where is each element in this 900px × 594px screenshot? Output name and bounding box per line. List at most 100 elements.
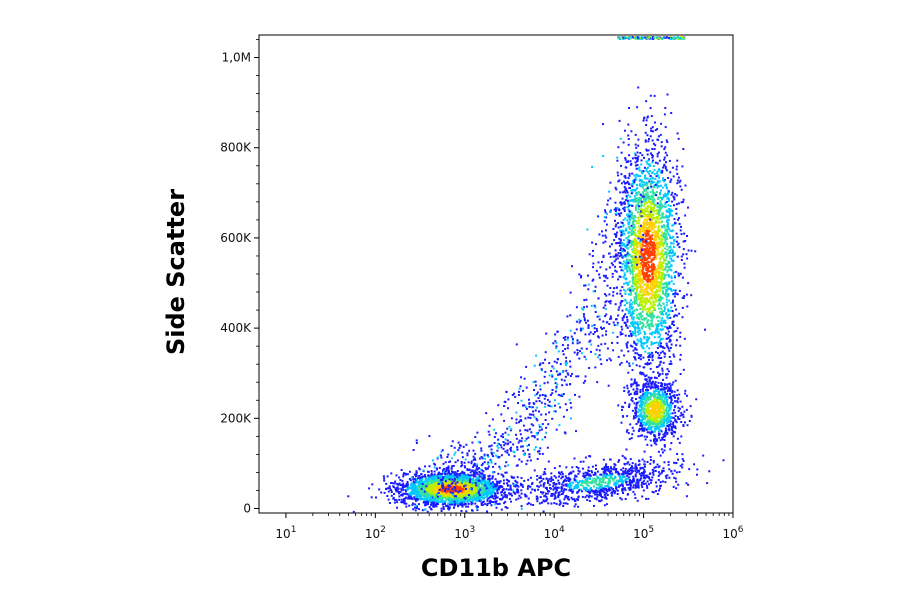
- event-dot: [644, 275, 647, 278]
- event-dot: [390, 482, 392, 484]
- event-dot: [491, 481, 494, 484]
- event-dot: [405, 483, 408, 486]
- event-dot: [612, 294, 615, 297]
- event-dot: [631, 345, 634, 348]
- event-dot: [668, 211, 671, 214]
- event-dot: [431, 491, 434, 494]
- event-dot: [646, 250, 649, 253]
- event-dot: [667, 204, 670, 207]
- event-dot: [446, 473, 449, 476]
- event-dot: [664, 275, 667, 278]
- event-dot: [456, 484, 459, 486]
- event-dot: [632, 332, 634, 335]
- event-dot: [446, 485, 449, 488]
- event-dot: [657, 169, 660, 172]
- event-dot: [461, 498, 464, 501]
- event-dot: [457, 482, 460, 485]
- event-dot: [670, 343, 673, 346]
- event-dot: [395, 474, 398, 477]
- event-dot: [669, 268, 672, 271]
- event-dot: [627, 123, 630, 126]
- event-dot: [655, 257, 658, 260]
- event-dot: [672, 293, 675, 296]
- event-dot: [659, 295, 662, 298]
- event-dot: [496, 503, 499, 505]
- event-dot: [669, 237, 672, 240]
- event-dot: [671, 252, 673, 255]
- event-dot: [630, 130, 633, 133]
- event-dot: [649, 198, 652, 201]
- event-dot: [636, 183, 638, 186]
- event-dot: [494, 500, 497, 503]
- event-dot: [478, 470, 481, 473]
- event-dot: [491, 496, 494, 499]
- event-dot: [675, 240, 678, 243]
- event-dot: [441, 492, 443, 494]
- event-dot: [482, 494, 485, 496]
- event-dot: [402, 473, 405, 476]
- event-dot: [668, 283, 671, 286]
- event-dot: [415, 491, 417, 494]
- event-dot: [651, 284, 654, 287]
- event-dot: [389, 488, 392, 491]
- event-dot: [657, 227, 660, 230]
- event-dot: [638, 219, 641, 222]
- event-dot: [425, 478, 428, 481]
- event-dot: [435, 505, 438, 508]
- event-dot: [412, 478, 415, 481]
- event-dot: [618, 214, 621, 217]
- event-dot: [677, 137, 680, 140]
- event-dot: [493, 483, 496, 486]
- event-dot: [430, 470, 433, 473]
- event-dot: [645, 341, 648, 344]
- event-dot: [454, 497, 457, 500]
- event-dot: [637, 317, 640, 320]
- event-dot: [661, 250, 664, 253]
- event-dot: [633, 302, 636, 305]
- event-dot: [415, 499, 418, 502]
- event-dot: [659, 272, 662, 274]
- event-dot: [638, 184, 641, 187]
- event-dot: [476, 486, 479, 489]
- event-dot: [667, 198, 670, 200]
- event-dot: [626, 180, 629, 183]
- event-dot: [651, 195, 654, 198]
- event-dot: [649, 205, 652, 208]
- event-dot: [393, 482, 396, 485]
- event-dot: [416, 488, 419, 490]
- event-dot: [648, 363, 650, 365]
- event-dot: [493, 492, 496, 495]
- event-dot: [664, 201, 667, 204]
- event-dot: [671, 166, 674, 169]
- event-dot: [400, 487, 403, 490]
- event-dot: [674, 304, 676, 307]
- event-dot: [653, 186, 656, 189]
- event-dot: [453, 503, 456, 506]
- event-dot: [633, 249, 636, 252]
- event-dot: [626, 341, 629, 344]
- event-dot: [655, 351, 657, 354]
- event-dot: [438, 472, 441, 475]
- event-dot: [619, 201, 622, 204]
- event-dot: [654, 273, 657, 276]
- event-dot: [459, 479, 462, 482]
- event-dot: [642, 192, 645, 195]
- event-dot: [398, 492, 400, 495]
- event-dot: [646, 275, 649, 278]
- event-dot: [640, 211, 643, 214]
- event-dot: [665, 313, 668, 316]
- event-dot: [661, 214, 664, 217]
- event-dot: [640, 179, 643, 182]
- event-dot: [652, 224, 655, 227]
- event-dot: [646, 345, 648, 348]
- event-dot: [465, 482, 468, 485]
- event-dot: [634, 358, 637, 361]
- event-dot: [653, 198, 656, 201]
- event-dot: [420, 490, 423, 493]
- event-dot: [650, 230, 653, 233]
- event-dot: [647, 264, 650, 266]
- event-dot: [663, 253, 666, 256]
- event-dot: [670, 288, 673, 290]
- event-dot: [614, 255, 617, 258]
- event-dot: [670, 275, 673, 278]
